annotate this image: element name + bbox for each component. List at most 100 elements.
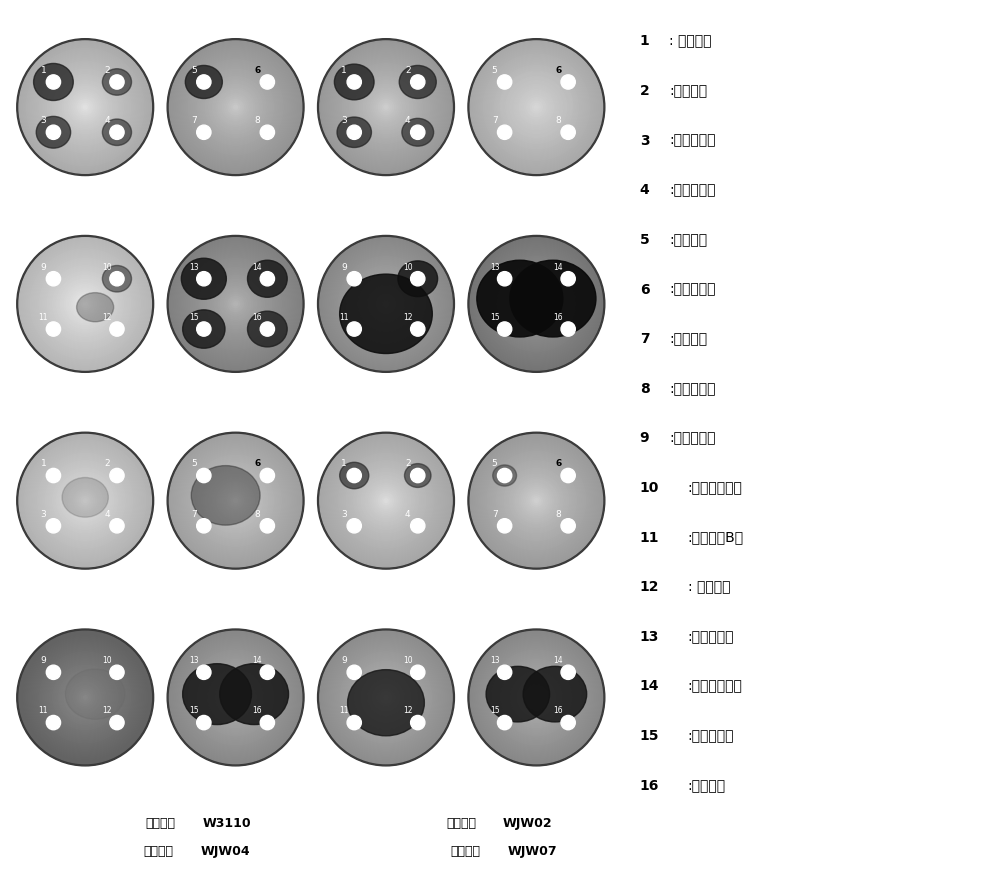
Ellipse shape	[384, 106, 388, 109]
Ellipse shape	[224, 686, 247, 709]
Ellipse shape	[36, 58, 134, 156]
Text: 13: 13	[189, 656, 199, 665]
Circle shape	[497, 665, 512, 679]
Ellipse shape	[502, 73, 570, 141]
Ellipse shape	[354, 75, 418, 140]
Ellipse shape	[369, 680, 403, 714]
Ellipse shape	[384, 696, 388, 699]
Ellipse shape	[202, 467, 270, 534]
Ellipse shape	[356, 471, 416, 531]
Ellipse shape	[500, 268, 572, 340]
Ellipse shape	[485, 450, 587, 552]
Ellipse shape	[361, 673, 411, 722]
Ellipse shape	[21, 436, 149, 565]
Ellipse shape	[102, 119, 132, 146]
Ellipse shape	[167, 38, 304, 175]
Text: :卡那霉素；: :卡那霉素；	[669, 183, 716, 197]
Text: 5: 5	[191, 459, 197, 469]
Ellipse shape	[329, 51, 443, 164]
Ellipse shape	[378, 100, 394, 114]
Ellipse shape	[339, 650, 433, 745]
Text: 6: 6	[254, 459, 260, 469]
Ellipse shape	[356, 273, 416, 334]
Ellipse shape	[207, 79, 264, 135]
Ellipse shape	[19, 237, 151, 370]
Ellipse shape	[519, 90, 553, 124]
Ellipse shape	[188, 650, 283, 745]
Ellipse shape	[521, 485, 552, 516]
Ellipse shape	[516, 677, 557, 718]
Circle shape	[497, 519, 512, 533]
Ellipse shape	[68, 484, 102, 518]
Ellipse shape	[358, 472, 414, 529]
Ellipse shape	[200, 662, 272, 733]
Ellipse shape	[175, 244, 296, 364]
Text: 15: 15	[189, 706, 199, 716]
Ellipse shape	[531, 101, 542, 113]
Ellipse shape	[215, 283, 256, 325]
Ellipse shape	[177, 245, 294, 362]
Ellipse shape	[200, 268, 272, 340]
Ellipse shape	[36, 255, 134, 353]
Ellipse shape	[512, 279, 561, 328]
Circle shape	[497, 272, 512, 285]
Circle shape	[260, 125, 275, 140]
Ellipse shape	[17, 629, 154, 766]
Text: 9: 9	[341, 656, 347, 665]
Ellipse shape	[489, 60, 584, 155]
Ellipse shape	[83, 106, 87, 109]
Ellipse shape	[527, 294, 546, 313]
Ellipse shape	[220, 663, 289, 725]
Ellipse shape	[350, 72, 422, 143]
Ellipse shape	[348, 69, 424, 145]
Ellipse shape	[339, 60, 433, 155]
Ellipse shape	[76, 98, 95, 117]
Ellipse shape	[81, 694, 89, 701]
Ellipse shape	[472, 43, 601, 171]
Ellipse shape	[322, 239, 450, 368]
Ellipse shape	[25, 46, 146, 168]
Ellipse shape	[519, 680, 553, 714]
Text: 11: 11	[39, 313, 48, 322]
Ellipse shape	[470, 237, 603, 370]
Ellipse shape	[213, 675, 258, 720]
Ellipse shape	[198, 266, 273, 341]
Ellipse shape	[476, 637, 597, 758]
Ellipse shape	[377, 294, 395, 313]
Ellipse shape	[196, 461, 275, 540]
Text: 4: 4	[405, 116, 411, 125]
Ellipse shape	[373, 291, 399, 317]
Circle shape	[46, 716, 61, 730]
Ellipse shape	[55, 273, 115, 334]
Ellipse shape	[360, 671, 412, 724]
Ellipse shape	[36, 116, 71, 148]
Ellipse shape	[339, 453, 433, 548]
Text: 5: 5	[492, 65, 497, 75]
Ellipse shape	[529, 296, 544, 312]
Ellipse shape	[64, 283, 106, 325]
Ellipse shape	[61, 279, 110, 328]
Ellipse shape	[203, 272, 268, 336]
Ellipse shape	[350, 662, 422, 733]
Ellipse shape	[377, 688, 395, 707]
Ellipse shape	[42, 64, 129, 151]
Circle shape	[561, 272, 575, 285]
Ellipse shape	[380, 101, 392, 113]
Text: W3110: W3110	[202, 817, 251, 829]
Ellipse shape	[500, 662, 572, 733]
Text: 12: 12	[102, 706, 112, 716]
Ellipse shape	[480, 444, 593, 557]
Text: 12: 12	[403, 313, 413, 322]
Ellipse shape	[523, 666, 587, 722]
Ellipse shape	[485, 56, 587, 158]
Ellipse shape	[499, 69, 574, 145]
Circle shape	[197, 75, 211, 89]
Text: 16: 16	[553, 313, 563, 322]
Ellipse shape	[486, 666, 550, 722]
Circle shape	[110, 665, 124, 679]
Ellipse shape	[64, 480, 106, 521]
Ellipse shape	[506, 471, 567, 531]
Circle shape	[110, 322, 124, 336]
Ellipse shape	[322, 633, 450, 762]
Ellipse shape	[63, 478, 108, 523]
